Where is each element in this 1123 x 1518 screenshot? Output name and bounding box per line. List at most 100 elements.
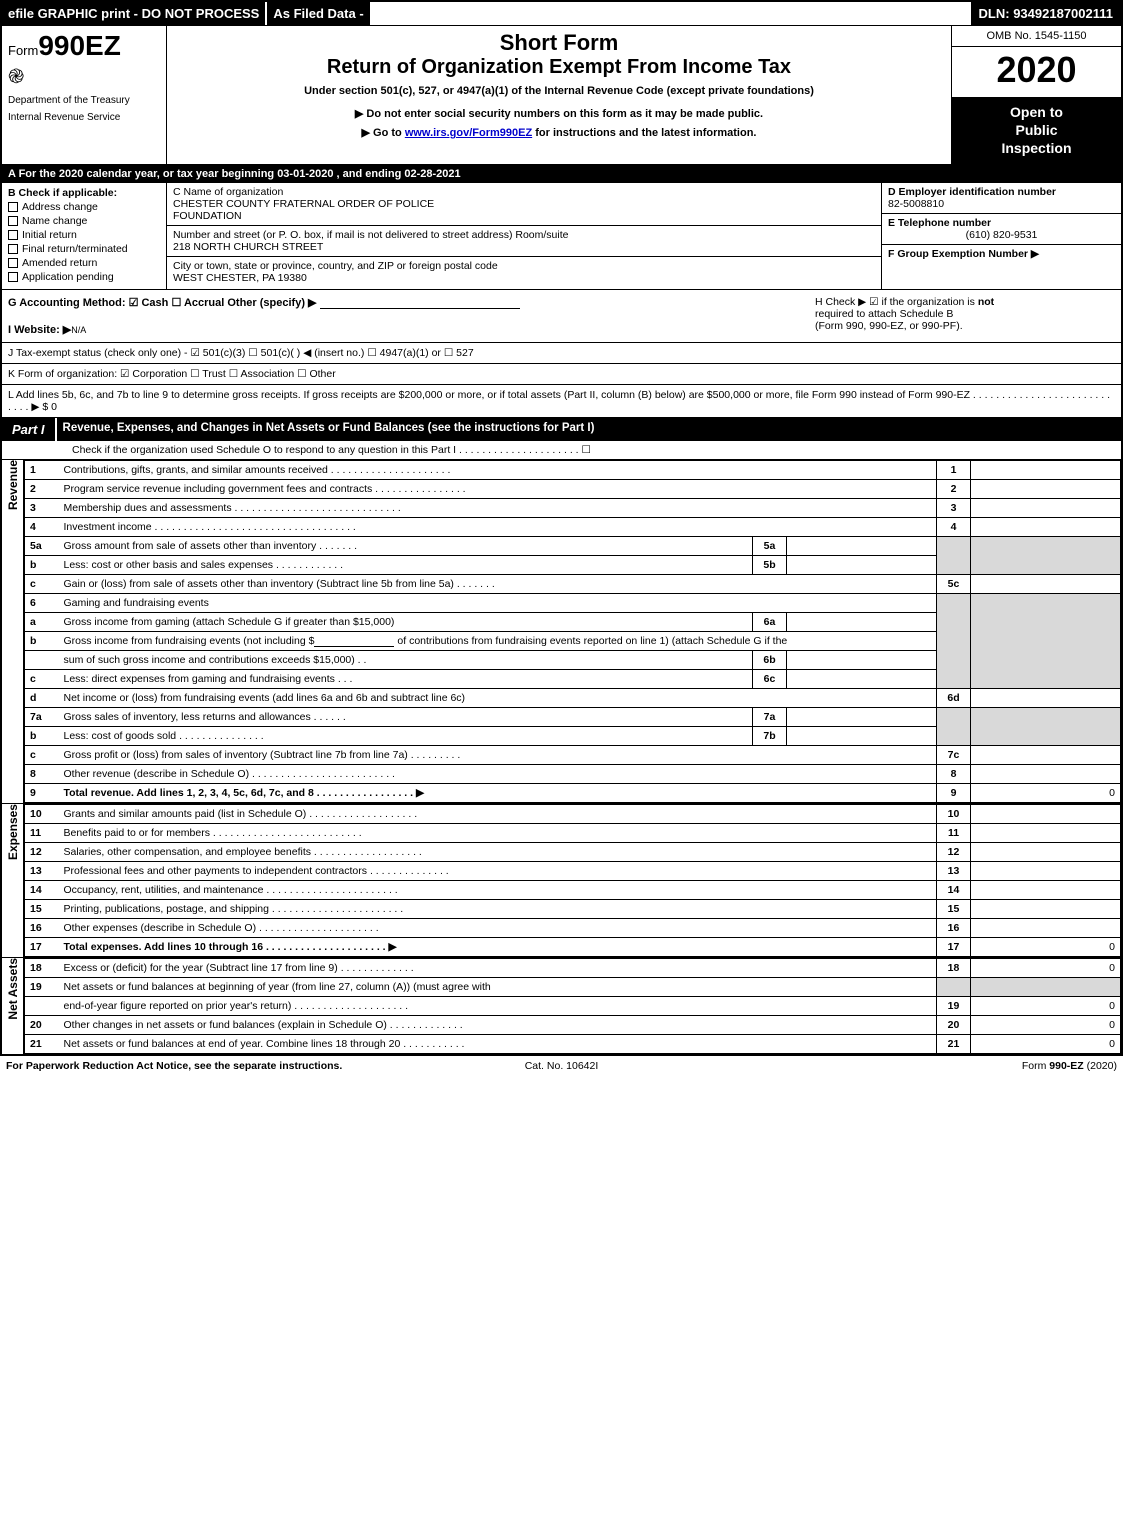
open-line1: Open to: [956, 103, 1117, 121]
header-left: Form990EZ ֎ Department of the Treasury I…: [2, 26, 167, 164]
h-line3: (Form 990, 990-EZ, or 990-PF).: [815, 320, 1115, 332]
ein-value: 82-5008810: [888, 198, 1115, 210]
box-b-label: B Check if applicable:: [8, 187, 160, 199]
part1-title: Revenue, Expenses, and Changes in Net As…: [57, 418, 1121, 441]
row-11: 11Benefits paid to or for members . . . …: [25, 823, 1121, 842]
line-h: H Check ▶ ☑ if the organization is not r…: [815, 296, 1115, 336]
netassets-section: Net Assets 18Excess or (deficit) for the…: [2, 958, 1121, 1054]
box-e-label: E Telephone number: [888, 217, 1115, 229]
row-6: 6Gaming and fundraising events: [25, 593, 1121, 612]
line-g: G Accounting Method: ☑ Cash ☐ Accrual Ot…: [8, 296, 815, 336]
form-page: efile GRAPHIC print - DO NOT PROCESS As …: [0, 0, 1123, 1056]
street-label: Number and street (or P. O. box, if mail…: [173, 229, 875, 241]
row-6d: dNet income or (loss) from fundraising e…: [25, 688, 1121, 707]
row-17: 17Total expenses. Add lines 10 through 1…: [25, 937, 1121, 956]
omb-number: OMB No. 1545-1150: [952, 26, 1121, 47]
line-g-h: G Accounting Method: ☑ Cash ☐ Accrual Ot…: [2, 290, 1121, 343]
header-right: OMB No. 1545-1150 2020 Open to Public In…: [951, 26, 1121, 164]
cb-application-pending[interactable]: Application pending: [8, 271, 160, 283]
row-12: 12Salaries, other compensation, and empl…: [25, 842, 1121, 861]
line-l: L Add lines 5b, 6c, and 7b to line 9 to …: [2, 385, 1121, 418]
row-3: 3Membership dues and assessments . . . .…: [25, 498, 1121, 517]
box-c: C Name of organization CHESTER COUNTY FR…: [167, 183, 881, 289]
part1-header: Part I Revenue, Expenses, and Changes in…: [2, 418, 1121, 441]
treasury-seal-icon: ֎: [8, 62, 160, 89]
row-5c: cGain or (loss) from sale of assets othe…: [25, 574, 1121, 593]
form-number: Form990EZ: [8, 30, 160, 62]
section-b-to-f: B Check if applicable: Address change Na…: [2, 183, 1121, 290]
revenue-sidebar: Revenue: [2, 460, 24, 803]
netassets-table: 18Excess or (deficit) for the year (Subt…: [24, 958, 1121, 1054]
cb-initial-return[interactable]: Initial return: [8, 229, 160, 241]
org-name-1: CHESTER COUNTY FRATERNAL ORDER OF POLICE: [173, 198, 875, 210]
row-21: 21Net assets or fund balances at end of …: [25, 1034, 1121, 1053]
row-1: 1Contributions, gifts, grants, and simil…: [25, 460, 1121, 479]
goto-link[interactable]: www.irs.gov/Form990EZ: [405, 127, 532, 139]
ssn-warning: ▶ Do not enter social security numbers o…: [173, 107, 945, 120]
cb-address-change[interactable]: Address change: [8, 201, 160, 213]
city-label: City or town, state or province, country…: [173, 260, 875, 272]
row-13: 13Professional fees and other payments t…: [25, 861, 1121, 880]
row-14: 14Occupancy, rent, utilities, and mainte…: [25, 880, 1121, 899]
form-prefix: Form: [8, 43, 38, 58]
revenue-section: Revenue 1Contributions, gifts, grants, a…: [2, 460, 1121, 804]
open-line3: Inspection: [956, 139, 1117, 157]
row-7c: cGross profit or (loss) from sales of in…: [25, 745, 1121, 764]
row-16: 16Other expenses (describe in Schedule O…: [25, 918, 1121, 937]
row-9: 9Total revenue. Add lines 1, 2, 3, 4, 5c…: [25, 783, 1121, 802]
goto-suffix: for instructions and the latest informat…: [532, 127, 756, 139]
expenses-section: Expenses 10Grants and similar amounts pa…: [2, 804, 1121, 958]
efile-label: efile GRAPHIC print - DO NOT PROCESS: [2, 2, 265, 25]
row-7a: 7aGross sales of inventory, less returns…: [25, 707, 1121, 726]
row-10: 10Grants and similar amounts paid (list …: [25, 804, 1121, 823]
tax-year: 2020: [952, 47, 1121, 97]
row-19a: 19Net assets or fund balances at beginni…: [25, 977, 1121, 996]
short-form-title: Short Form: [173, 30, 945, 56]
row-15: 15Printing, publications, postage, and s…: [25, 899, 1121, 918]
return-title: Return of Organization Exempt From Incom…: [173, 56, 945, 79]
cb-final-return[interactable]: Final return/terminated: [8, 243, 160, 255]
box-d: D Employer identification number 82-5008…: [882, 183, 1121, 214]
box-d-label: D Employer identification number: [888, 186, 1115, 198]
row-19b: end-of-year figure reported on prior yea…: [25, 996, 1121, 1015]
revenue-table: 1Contributions, gifts, grants, and simil…: [24, 460, 1121, 803]
expenses-table: 10Grants and similar amounts paid (list …: [24, 804, 1121, 957]
expenses-sidebar: Expenses: [2, 804, 24, 957]
cb-amended-return[interactable]: Amended return: [8, 257, 160, 269]
part1-sub: Check if the organization used Schedule …: [2, 441, 1121, 460]
under-section: Under section 501(c), 527, or 4947(a)(1)…: [173, 85, 945, 97]
cb-name-change[interactable]: Name change: [8, 215, 160, 227]
header-center: Short Form Return of Organization Exempt…: [167, 26, 951, 164]
city-block: City or town, state or province, country…: [167, 257, 881, 287]
street-value: 218 NORTH CHURCH STREET: [173, 241, 875, 253]
dept-irs: Internal Revenue Service: [8, 112, 160, 123]
netassets-sidebar: Net Assets: [2, 958, 24, 1054]
row-4: 4Investment income . . . . . . . . . . .…: [25, 517, 1121, 536]
row-2: 2Program service revenue including gover…: [25, 479, 1121, 498]
line-j: J Tax-exempt status (check only one) - ☑…: [2, 343, 1121, 364]
goto-prefix: ▶ Go to: [362, 127, 405, 139]
org-name-block: C Name of organization CHESTER COUNTY FR…: [167, 183, 881, 226]
boxes-d-e-f: D Employer identification number 82-5008…: [881, 183, 1121, 289]
accounting-method: G Accounting Method: ☑ Cash ☐ Accrual Ot…: [8, 296, 815, 309]
footer-center: Cat. No. 10642I: [376, 1060, 746, 1072]
row-20: 20Other changes in net assets or fund ba…: [25, 1015, 1121, 1034]
h-line2: required to attach Schedule B: [815, 308, 1115, 320]
footer-left: For Paperwork Reduction Act Notice, see …: [6, 1060, 376, 1072]
dept-treasury: Department of the Treasury: [8, 95, 160, 106]
box-e: E Telephone number (610) 820-9531: [882, 214, 1121, 245]
page-footer: For Paperwork Reduction Act Notice, see …: [0, 1056, 1123, 1076]
line-i: I Website: ▶N/A: [8, 323, 815, 336]
row-18: 18Excess or (deficit) for the year (Subt…: [25, 958, 1121, 977]
open-to-public: Open to Public Inspection: [952, 97, 1121, 164]
city-value: WEST CHESTER, PA 19380: [173, 272, 875, 284]
box-f-label: F Group Exemption Number ▶: [888, 248, 1039, 260]
line-k: K Form of organization: ☑ Corporation ☐ …: [2, 364, 1121, 385]
phone-value: (610) 820-9531: [888, 229, 1115, 241]
part1-tab: Part I: [2, 418, 57, 441]
form-990ez: 990EZ: [38, 30, 121, 61]
goto-line: ▶ Go to www.irs.gov/Form990EZ for instru…: [173, 126, 945, 139]
row-8: 8Other revenue (describe in Schedule O) …: [25, 764, 1121, 783]
street-block: Number and street (or P. O. box, if mail…: [167, 226, 881, 257]
box-c-label: C Name of organization: [173, 186, 875, 198]
